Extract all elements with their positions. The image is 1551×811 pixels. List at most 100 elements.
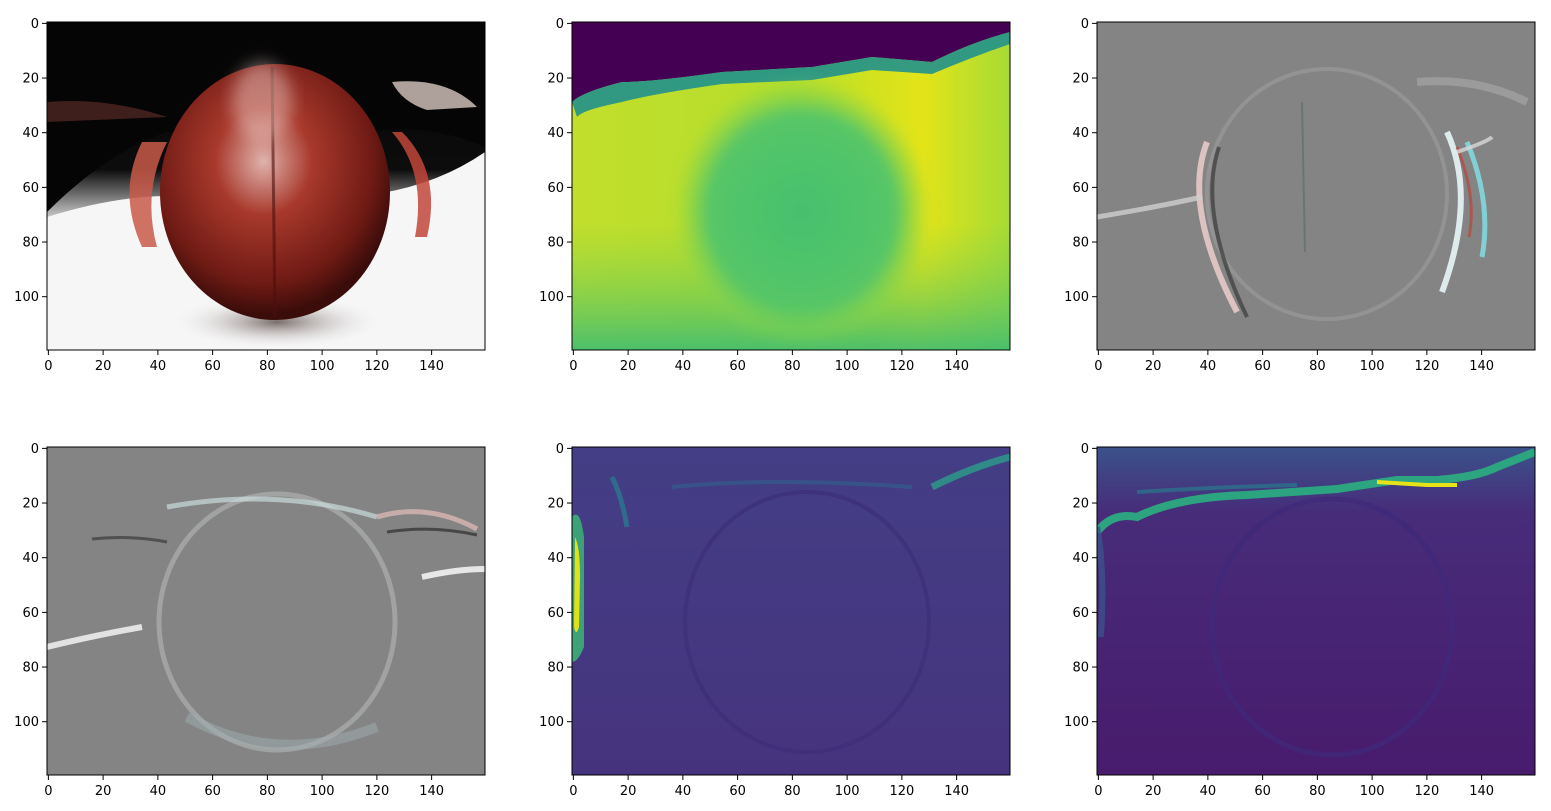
x-tick-label: 120 — [1414, 359, 1439, 374]
y-tick-label: 60 — [22, 181, 39, 196]
x-tick-label: 120 — [364, 784, 389, 799]
panel-5-frame — [571, 446, 1011, 776]
panel-1-frame — [46, 21, 486, 351]
x-tick-label: 0 — [569, 359, 577, 374]
x-tick-label: 140 — [944, 359, 969, 374]
x-tick-label: 40 — [150, 359, 167, 374]
y-tick-label: 40 — [1072, 126, 1089, 141]
x-tick-label: 40 — [150, 784, 167, 799]
y-tick-label: 0 — [31, 442, 39, 457]
y-tick-label: 80 — [1072, 661, 1089, 676]
y-tick-label: 80 — [22, 236, 39, 251]
y-tick-label: 20 — [22, 72, 39, 87]
panel-4-frame — [46, 446, 486, 776]
y-tick-label: 0 — [1081, 442, 1089, 457]
y-tick-label: 40 — [22, 551, 39, 566]
panel-2: 0 20 40 60 80 100 120 140 0 20 40 60 80 100 — [539, 17, 1011, 374]
y-tick-label: 60 — [1072, 181, 1089, 196]
y-tick-label: 20 — [22, 497, 39, 512]
x-tick-label: 80 — [784, 359, 801, 374]
x-tick-label: 60 — [729, 359, 746, 374]
y-tick-label: 60 — [547, 606, 564, 621]
y-tick-label: 100 — [14, 290, 39, 305]
x-tick-label: 140 — [1469, 784, 1494, 799]
x-tick-label: 100 — [310, 359, 335, 374]
x-tick-label: 60 — [1254, 359, 1271, 374]
y-tick-label: 80 — [547, 236, 564, 251]
x-tick-label: 80 — [1309, 784, 1326, 799]
x-tick-label: 20 — [1145, 359, 1162, 374]
panel-3-image — [1097, 22, 1535, 350]
panel-2-image — [572, 22, 1010, 350]
y-tick-label: 60 — [22, 606, 39, 621]
y-tick-label: 0 — [31, 17, 39, 32]
x-tick-label: 100 — [1360, 784, 1385, 799]
y-tick-label: 0 — [1081, 17, 1089, 32]
y-tick-label: 60 — [1072, 606, 1089, 621]
x-tick-label: 60 — [1254, 784, 1271, 799]
y-tick-label: 60 — [547, 181, 564, 196]
y-tick-label: 20 — [1072, 72, 1089, 87]
x-tick-label: 120 — [889, 784, 914, 799]
x-tick-label: 20 — [1145, 784, 1162, 799]
x-tick-label: 20 — [620, 359, 637, 374]
x-tick-label: 60 — [729, 784, 746, 799]
x-tick-label: 20 — [95, 359, 112, 374]
y-tick-label: 20 — [547, 497, 564, 512]
x-tick-label: 40 — [1200, 784, 1217, 799]
y-tick-label: 100 — [539, 715, 564, 730]
x-tick-label: 140 — [419, 359, 444, 374]
x-tick-label: 20 — [620, 784, 637, 799]
x-tick-label: 0 — [569, 784, 577, 799]
y-tick-label: 100 — [539, 290, 564, 305]
x-tick-label: 60 — [204, 784, 221, 799]
y-tick-label: 20 — [1072, 497, 1089, 512]
y-tick-label: 40 — [547, 551, 564, 566]
y-tick-label: 20 — [547, 72, 564, 87]
y-tick-label: 0 — [556, 442, 564, 457]
y-tick-label: 100 — [1064, 715, 1089, 730]
x-tick-label: 140 — [1469, 359, 1494, 374]
y-tick-label: 40 — [1072, 551, 1089, 566]
x-tick-label: 100 — [835, 784, 860, 799]
panel-6-frame — [1096, 446, 1536, 776]
x-tick-label: 140 — [944, 784, 969, 799]
panel-6: 0 20 40 60 80 100 120 140 0 20 40 60 80 100 — [1064, 442, 1536, 799]
x-tick-label: 80 — [1309, 359, 1326, 374]
y-tick-label: 80 — [22, 661, 39, 676]
x-tick-label: 80 — [784, 784, 801, 799]
x-tick-label: 0 — [44, 359, 52, 374]
y-tick-label: 100 — [1064, 290, 1089, 305]
panel-3: 0 20 40 60 80 100 120 140 0 20 40 60 80 100 — [1064, 17, 1536, 374]
y-tick-label: 40 — [547, 126, 564, 141]
x-tick-label: 120 — [364, 359, 389, 374]
x-tick-label: 40 — [1200, 359, 1217, 374]
x-tick-label: 80 — [259, 359, 276, 374]
panel-2-frame — [571, 21, 1011, 351]
x-tick-label: 100 — [310, 784, 335, 799]
x-tick-label: 100 — [1360, 359, 1385, 374]
panel-5: 0 20 40 60 80 100 120 140 0 20 40 60 80 100 — [539, 442, 1011, 799]
panel-5-image — [572, 447, 1010, 775]
panel-3-frame — [1096, 21, 1536, 351]
y-tick-label: 40 — [22, 126, 39, 141]
x-tick-label: 0 — [1094, 359, 1102, 374]
panel-6-image — [1097, 447, 1535, 775]
panel-1: 0 20 40 60 80 100 120 140 0 20 40 60 80 100 — [14, 17, 486, 374]
x-tick-label: 80 — [259, 784, 276, 799]
panel-4-image — [47, 447, 485, 775]
x-tick-label: 100 — [835, 359, 860, 374]
y-tick-label: 100 — [14, 715, 39, 730]
panel-4: 0 20 40 60 80 100 120 140 0 20 40 60 80 100 — [14, 442, 486, 799]
x-tick-label: 120 — [889, 359, 914, 374]
x-tick-label: 120 — [1414, 784, 1439, 799]
x-tick-label: 60 — [204, 359, 221, 374]
panel-1-image — [47, 22, 485, 350]
x-tick-label: 0 — [1094, 784, 1102, 799]
x-tick-label: 140 — [419, 784, 444, 799]
y-tick-label: 80 — [547, 661, 564, 676]
x-tick-label: 40 — [675, 784, 692, 799]
x-tick-label: 20 — [95, 784, 112, 799]
y-tick-label: 0 — [556, 17, 564, 32]
